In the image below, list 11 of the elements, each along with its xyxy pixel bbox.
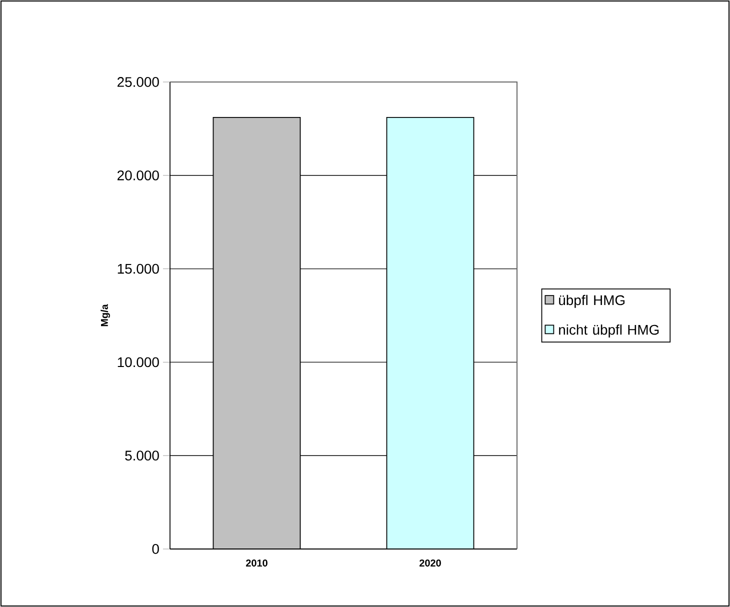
y-tick-label: 10.000 xyxy=(118,357,159,368)
y-tick-label: 20.000 xyxy=(118,170,159,180)
y-tick-label: 0 xyxy=(152,544,159,554)
legend-label: übpfl HMG xyxy=(559,294,625,308)
x-tick-label: 2020 xyxy=(420,560,441,567)
y-tick-label: 5.000 xyxy=(125,450,159,461)
y-tick-label: 15.000 xyxy=(118,264,159,274)
legend-label: nicht übpfl HMG xyxy=(559,324,659,338)
x-tick-label: 2010 xyxy=(246,560,268,567)
y-tick-label: 25.000 xyxy=(118,77,159,87)
y-axis-title: Mg/a xyxy=(100,304,110,326)
